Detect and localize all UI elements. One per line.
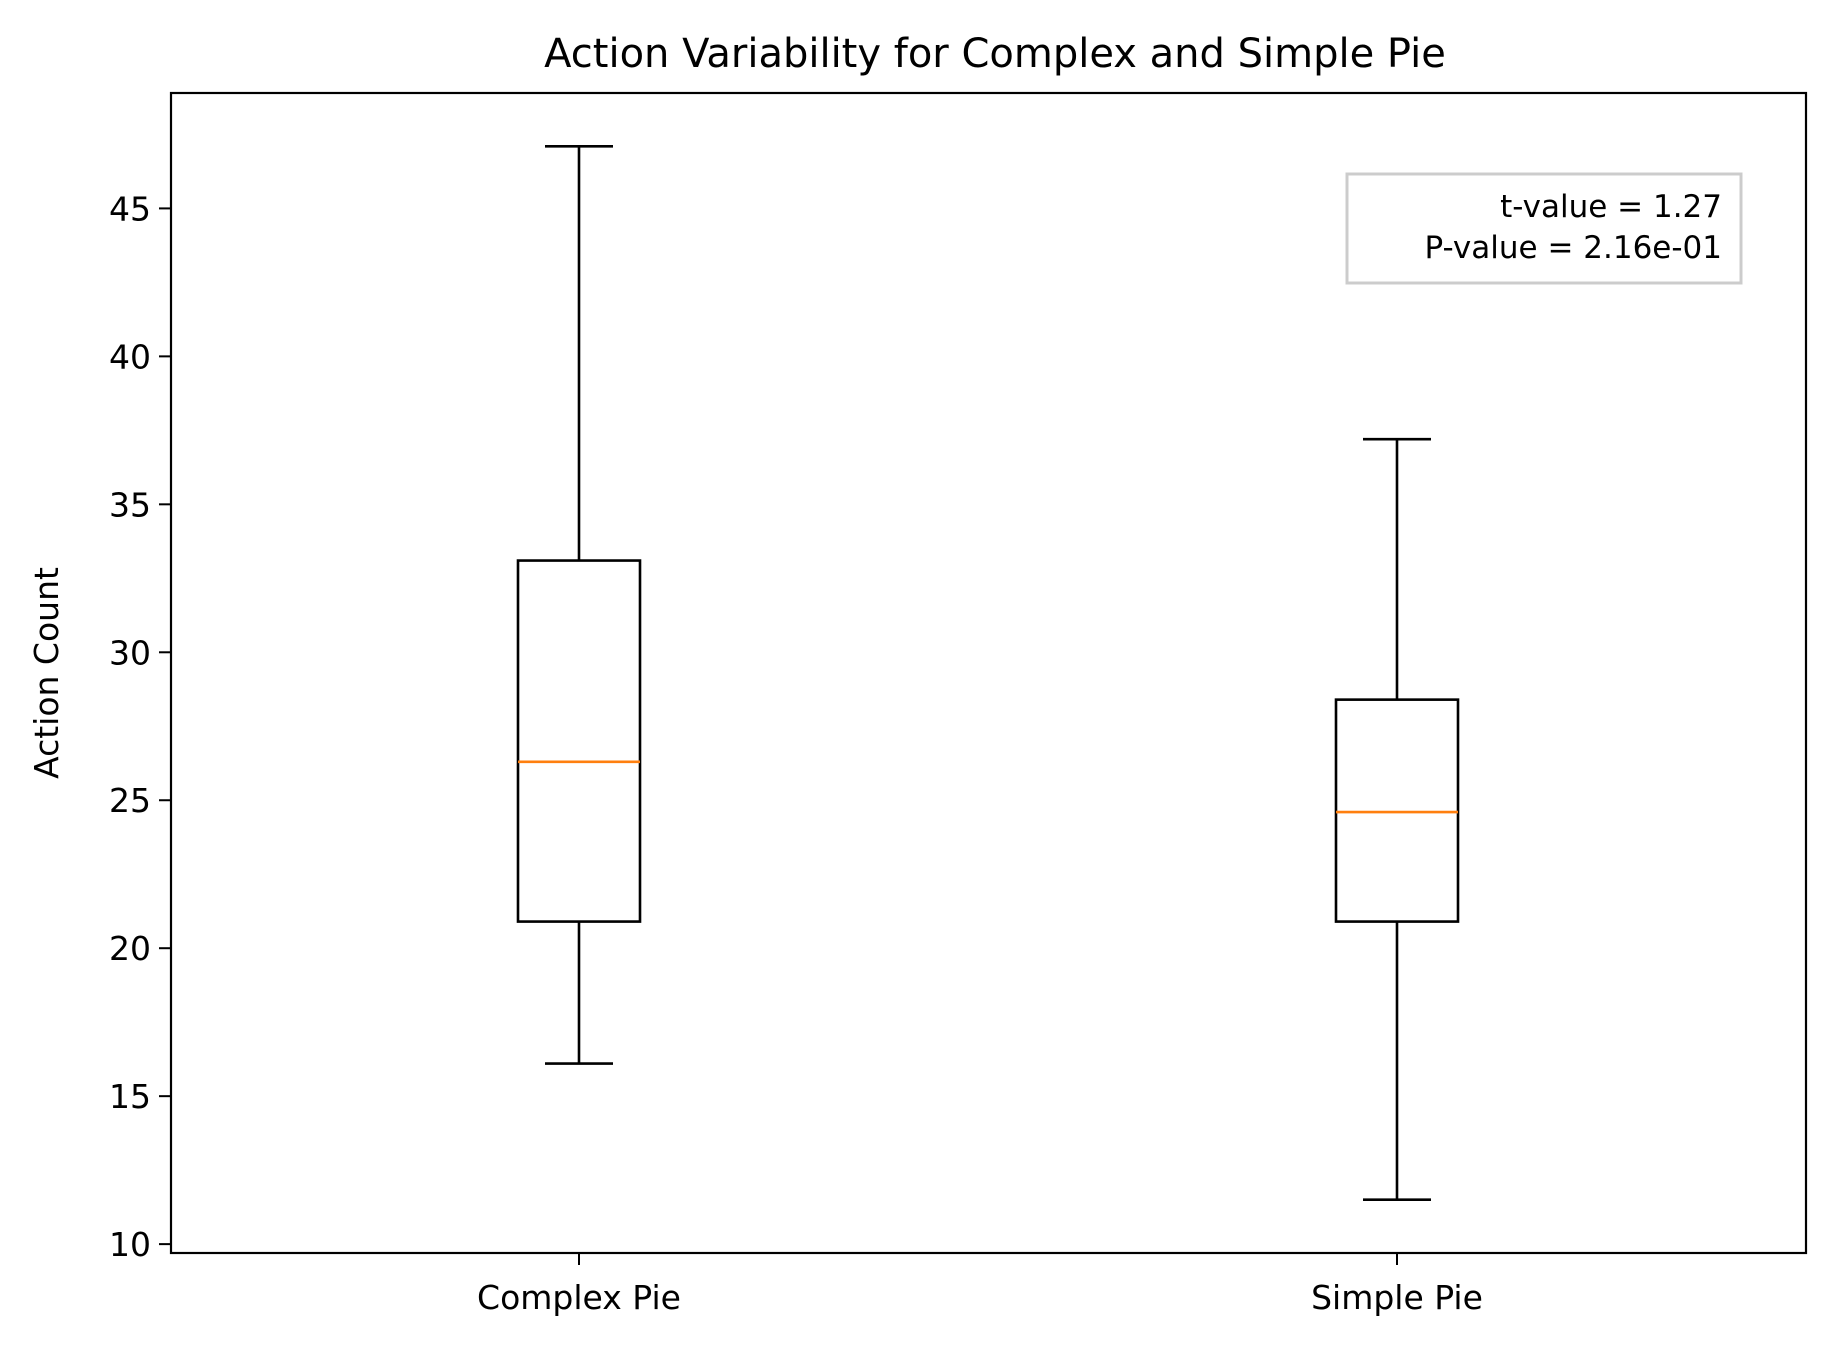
y-tick-label-35: 35 [109,485,151,524]
x-tick-label-complex-pie: Complex Pie [477,1278,681,1317]
y-tick-label-10: 10 [109,1225,151,1264]
boxes [516,144,1460,1202]
y-tick-label-40: 40 [109,337,151,376]
stats-annotation: t-value = 1.27 P-value = 2.16e-01 [1345,172,1743,285]
t-value-text: t-value = 1.27 [1500,189,1722,225]
y-tick-label-15: 15 [109,1077,151,1116]
iqr-box-simple-pie [1334,698,1460,923]
y-tick-label-45: 45 [109,189,151,228]
iqr-box-complex-pie [516,559,642,923]
p-value-text: P-value = 2.16e-01 [1425,230,1722,266]
y-tick-label-25: 25 [109,781,151,820]
plot-frame [169,91,1808,1255]
y-axis-label: Action Count [27,567,66,779]
box-simple-pie [1334,437,1460,1202]
box-complex-pie [516,144,642,1065]
chart-title: Action Variability for Complex and Simpl… [544,31,1446,77]
x-axis: Complex Pie Simple Pie [477,1253,1483,1317]
y-tick-label-20: 20 [109,929,151,968]
stats-annotation-box [1345,172,1743,285]
y-tick-label-30: 30 [109,633,151,672]
x-tick-label-simple-pie: Simple Pie [1311,1278,1483,1317]
y-axis: 10 15 20 25 30 35 40 45 [109,189,171,1264]
